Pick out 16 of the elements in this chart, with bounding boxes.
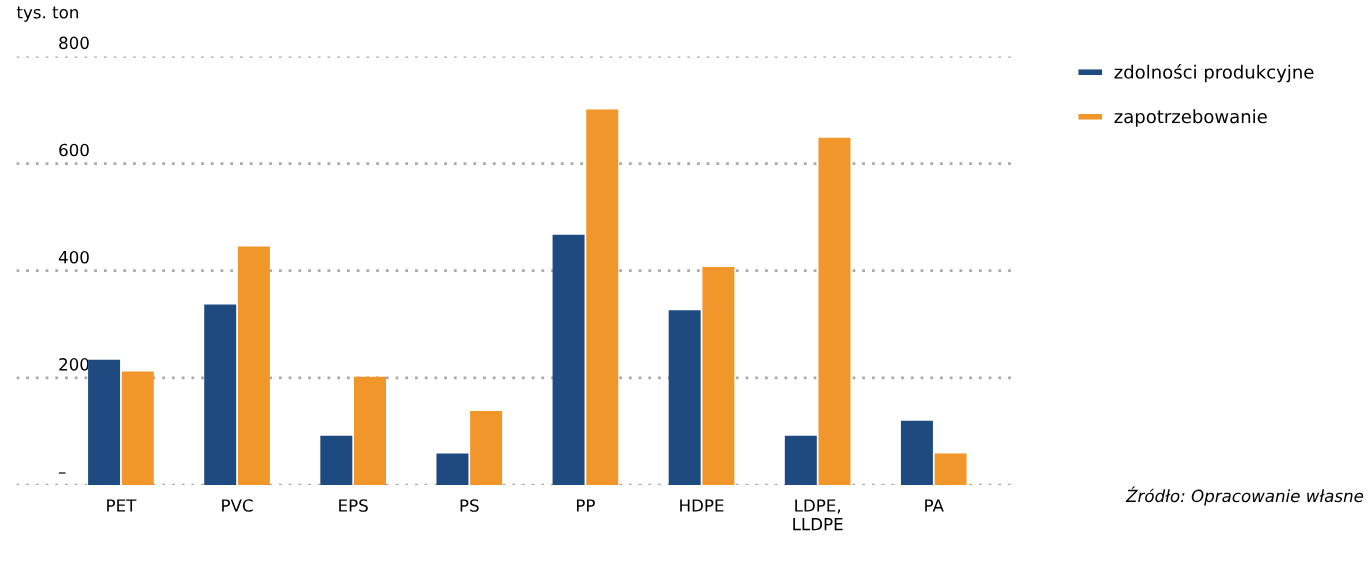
x-tick-label: LDPE, LLDPE (793, 499, 843, 531)
x-tick-label: PP (576, 499, 595, 512)
x-tick-label: PA (925, 499, 944, 512)
y-tick-label: 400 (58, 250, 89, 264)
text: Źródło: Opracowanie własne (1125, 486, 1364, 506)
y-axis-title: tys. ton (16, 6, 78, 22)
x-tick-label: PET (107, 499, 137, 512)
x-tick-label: PVC (222, 499, 253, 512)
legend-label: zapotrzebowanie (1114, 109, 1267, 127)
y-tick-label: 600 (59, 143, 89, 157)
x-tick-label: PS (460, 499, 479, 512)
x-tick-label: HDPE (680, 499, 724, 512)
y-tick-label: – (58, 472, 66, 474)
y-tick-label: 800 (59, 36, 89, 50)
x-tick-label: EPS (339, 499, 368, 512)
legend-label: zdolności produkcyjne (1114, 64, 1314, 83)
